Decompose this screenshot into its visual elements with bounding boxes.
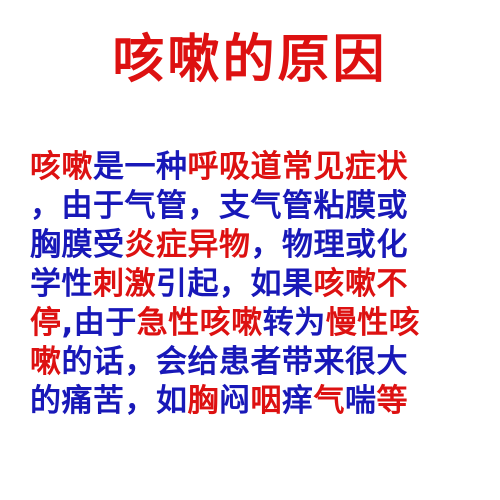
text-line: ，由于气管，支气管粘膜或: [30, 187, 470, 226]
text-line: 胸膜受炎症异物，物理或化: [30, 226, 470, 265]
text-segment: 慢性咳: [325, 305, 421, 341]
text-segment: 停: [30, 305, 62, 341]
text-segment: 的话，会给患者带来很大: [61, 344, 408, 380]
text-segment: 气: [313, 383, 345, 419]
text-segment: 学性: [30, 266, 93, 302]
text-segment: 是一种: [93, 149, 188, 185]
page-title: 咳嗽的原因: [112, 30, 388, 90]
text-segment: 嗽: [30, 344, 62, 380]
text-line: 咳嗽是一种呼吸道常见症状: [30, 148, 470, 187]
text-line: 的痛苦，如胸闷咽痒气喘等: [30, 382, 470, 421]
text-segment: 引起，如果: [156, 266, 314, 302]
text-segment: 急性咳嗽: [136, 305, 263, 341]
body-text: 咳嗽是一种呼吸道常见症状 ，由于气管，支气管粘膜或 胸膜受炎症异物，物理或化 学性刺激…: [30, 148, 470, 421]
text-segment: ,由于: [61, 305, 137, 341]
text-segment: ，由于气管，支气管粘膜或: [30, 188, 408, 224]
text-segment: 炎症异物: [124, 227, 251, 263]
text-segment: 痒: [282, 383, 314, 419]
text-segment: 刺激: [93, 266, 156, 302]
text-line: 学性刺激引起，如果咳嗽不: [30, 265, 470, 304]
text-segment: 转为: [262, 305, 326, 341]
text-segment: 胸: [187, 383, 219, 419]
text-segment: 闷: [219, 383, 251, 419]
text-line: 停,由于急性咳嗽转为慢性咳: [30, 304, 470, 343]
text-segment: 咽: [250, 383, 282, 419]
text-segment: 喘: [345, 383, 377, 419]
text-segment: 咳嗽: [30, 149, 93, 185]
text-line: 嗽的话，会给患者带来很大: [30, 343, 470, 382]
text-segment: 呼吸道常见症状: [187, 149, 408, 185]
text-segment: ，物理或化: [250, 227, 408, 263]
text-segment: 咳嗽不: [313, 266, 408, 302]
text-segment: 的痛苦，如: [30, 383, 188, 419]
text-segment: 胸膜受: [30, 227, 125, 263]
text-segment: 等: [376, 383, 408, 419]
